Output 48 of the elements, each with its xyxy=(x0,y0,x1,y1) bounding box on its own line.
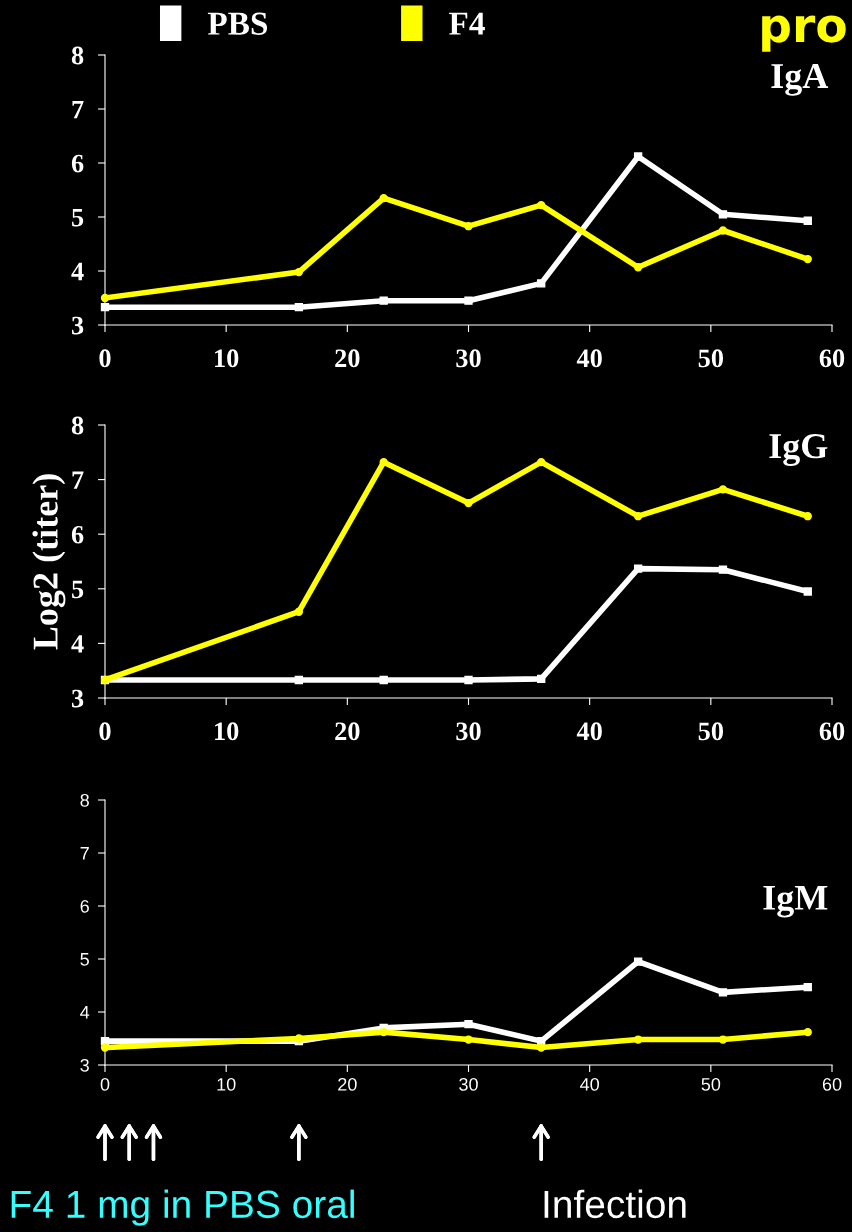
x-tick-label: 60 xyxy=(822,1077,842,1091)
y-tick-label: 4 xyxy=(71,635,84,653)
y-tick-label: 3 xyxy=(71,316,84,335)
y-tick-label: 5 xyxy=(72,580,84,599)
legend-label: F4 xyxy=(449,12,485,35)
y-tick-label: 5 xyxy=(72,208,84,227)
y-tick-label: 7 xyxy=(80,847,89,860)
x-tick-label: 20 xyxy=(335,722,360,741)
y-tick-label: 6 xyxy=(71,525,84,544)
y-tick-label: 5 xyxy=(80,953,89,966)
y-tick-label: 3 xyxy=(71,689,84,708)
y-tick-label: 8 xyxy=(71,46,84,65)
text: F4 1 mg in PBS oral xyxy=(11,1189,354,1226)
x-tick-label: 30 xyxy=(456,722,481,741)
x-tick-label: 0 xyxy=(99,349,111,368)
x-tick-label: 10 xyxy=(217,1077,236,1091)
y-tick-label: 8 xyxy=(80,793,89,807)
x-tick-label: 40 xyxy=(576,722,602,741)
x-tick-label: 30 xyxy=(456,349,481,368)
x-tick-label: 50 xyxy=(698,722,724,741)
chart-title: IgG xyxy=(769,434,828,466)
x-tick-label: 30 xyxy=(459,1077,478,1091)
x-tick-label: 20 xyxy=(338,1077,357,1091)
y-tick-label: 7 xyxy=(72,471,84,489)
x-tick-label: 40 xyxy=(580,1077,599,1091)
x-tick-label: 50 xyxy=(701,1077,721,1091)
text: Infection xyxy=(544,1189,686,1219)
x-tick-label: 10 xyxy=(215,349,239,368)
x-tick-label: 20 xyxy=(335,349,360,368)
x-tick-label: 60 xyxy=(819,722,845,741)
y-tick-label: 4 xyxy=(71,262,84,281)
x-tick-label: 10 xyxy=(215,722,239,741)
x-tick-label: 60 xyxy=(819,349,845,368)
y-tick-label: 6 xyxy=(71,154,84,173)
x-tick-label: 50 xyxy=(698,349,724,368)
x-tick-label: 40 xyxy=(576,349,602,368)
y-tick-label: 7 xyxy=(72,100,84,119)
legend-label: PBS xyxy=(207,12,268,35)
y-tick-label: 3 xyxy=(80,1058,89,1072)
y-tick-label: 8 xyxy=(71,416,84,435)
chart-title: IgA xyxy=(771,64,829,96)
y-tick-label: 4 xyxy=(80,1006,90,1019)
x-tick-label: 0 xyxy=(99,722,111,741)
y-axis-title: Log2 (titer) xyxy=(32,474,66,650)
x-tick-label: 0 xyxy=(100,1077,110,1091)
text: IgM xyxy=(763,885,828,918)
text: pro xyxy=(762,15,846,52)
y-tick-label: 6 xyxy=(80,899,89,913)
